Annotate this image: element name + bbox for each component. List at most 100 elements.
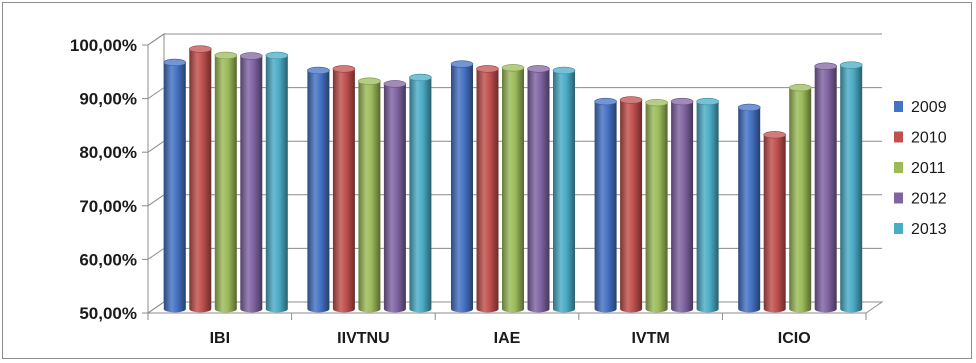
bar-body — [620, 99, 643, 313]
bar-top — [307, 66, 330, 75]
bar — [383, 80, 407, 313]
bar-top — [265, 51, 289, 60]
bar — [358, 77, 381, 313]
bar-top — [619, 96, 643, 104]
bar-body — [358, 81, 381, 313]
bar — [645, 98, 668, 313]
x-tick-label: IAE — [494, 330, 521, 347]
bar-body — [645, 102, 668, 313]
legend-item: 2010 — [894, 130, 947, 147]
bar — [552, 66, 576, 313]
bar — [240, 52, 263, 313]
y-tick-label: 90,00% — [79, 90, 137, 109]
bar-body — [671, 101, 694, 313]
bar-body — [265, 55, 288, 313]
x-tick-label: ICIO — [778, 330, 811, 347]
bar-top — [501, 64, 525, 72]
bar-body — [594, 101, 617, 313]
legend-label: 2011 — [911, 160, 946, 177]
bar-top — [332, 65, 356, 73]
bar-body — [738, 107, 761, 313]
y-tick-label: 70,00% — [79, 197, 137, 216]
legend-swatch — [894, 131, 903, 143]
legend: 2009 2010 2011 2012 2013 — [894, 99, 947, 238]
bar-top — [645, 98, 668, 107]
bar-top — [450, 60, 474, 68]
bar — [696, 97, 719, 313]
bar — [214, 51, 238, 313]
gridline-depth — [147, 194, 165, 207]
bar-body — [214, 55, 237, 313]
legend-swatch — [894, 162, 903, 173]
legend-label: 2010 — [911, 130, 947, 147]
legend-swatch — [894, 192, 903, 204]
bar-body — [307, 70, 330, 313]
bar-top — [476, 65, 499, 73]
y-axis: 50,00% 60,00% 70,00% 80,00% 90,00% 100,00% — [70, 36, 149, 323]
bar — [265, 51, 289, 313]
bar — [163, 58, 187, 313]
bar-top — [383, 80, 407, 88]
side-wall — [147, 33, 165, 314]
bar — [409, 73, 432, 313]
gridline-depth — [147, 33, 165, 46]
bar-body — [763, 134, 786, 313]
bar-top — [409, 73, 432, 82]
bar — [839, 61, 863, 313]
bar-body — [240, 56, 263, 313]
legend-item: 2011 — [894, 160, 946, 177]
bar — [189, 45, 212, 313]
y-tick-label: 50,00% — [79, 304, 137, 323]
bar-top — [240, 52, 263, 60]
gridline-depth — [147, 301, 165, 314]
bar-body — [527, 68, 550, 313]
bar-top — [358, 77, 381, 85]
bar-top — [737, 103, 761, 112]
legend-label: 2009 — [911, 99, 947, 116]
x-tick-label: IVTM — [631, 330, 669, 347]
legend-swatch — [894, 223, 903, 234]
gridline-depth — [147, 247, 165, 260]
bar — [670, 97, 694, 313]
y-tick-label: 80,00% — [79, 143, 137, 162]
bar-body — [696, 101, 719, 313]
bar-body — [814, 66, 837, 313]
legend-item: 2013 — [894, 221, 947, 238]
bar — [501, 64, 525, 313]
bar-top — [214, 51, 238, 60]
legend-swatch — [894, 101, 903, 112]
bar-top — [696, 97, 719, 106]
bar-top — [552, 66, 576, 75]
legend-item: 2012 — [894, 191, 947, 208]
bar-top — [670, 97, 694, 106]
bar-top — [594, 97, 617, 106]
bar-body — [789, 87, 812, 313]
bar — [450, 60, 474, 313]
bar-top — [814, 62, 838, 70]
bar — [594, 97, 617, 313]
bar-body — [553, 70, 575, 313]
y-tick-label: 60,00% — [79, 250, 137, 269]
y-tick-label: 100,00% — [70, 36, 137, 55]
bar-body — [383, 83, 406, 313]
bar-body — [163, 62, 186, 313]
bar-body — [409, 77, 432, 313]
x-axis: IBI IIVTNU IAE IVTM ICIO — [147, 312, 867, 347]
legend-item: 2009 — [894, 99, 947, 116]
x-tick-label: IIVTNU — [337, 330, 389, 347]
bar — [307, 66, 330, 313]
gridline-depth — [147, 87, 165, 100]
bars — [163, 45, 863, 313]
x-tick-label: IBI — [210, 330, 230, 347]
bar — [814, 62, 838, 313]
bar-top — [839, 61, 863, 69]
bar — [788, 83, 812, 313]
bar — [763, 131, 787, 313]
legend-label: 2012 — [911, 191, 947, 208]
bar — [737, 103, 761, 313]
bar — [332, 65, 356, 313]
bar-top — [189, 45, 212, 53]
gridline-depth — [147, 140, 165, 153]
bar-top — [527, 65, 550, 73]
